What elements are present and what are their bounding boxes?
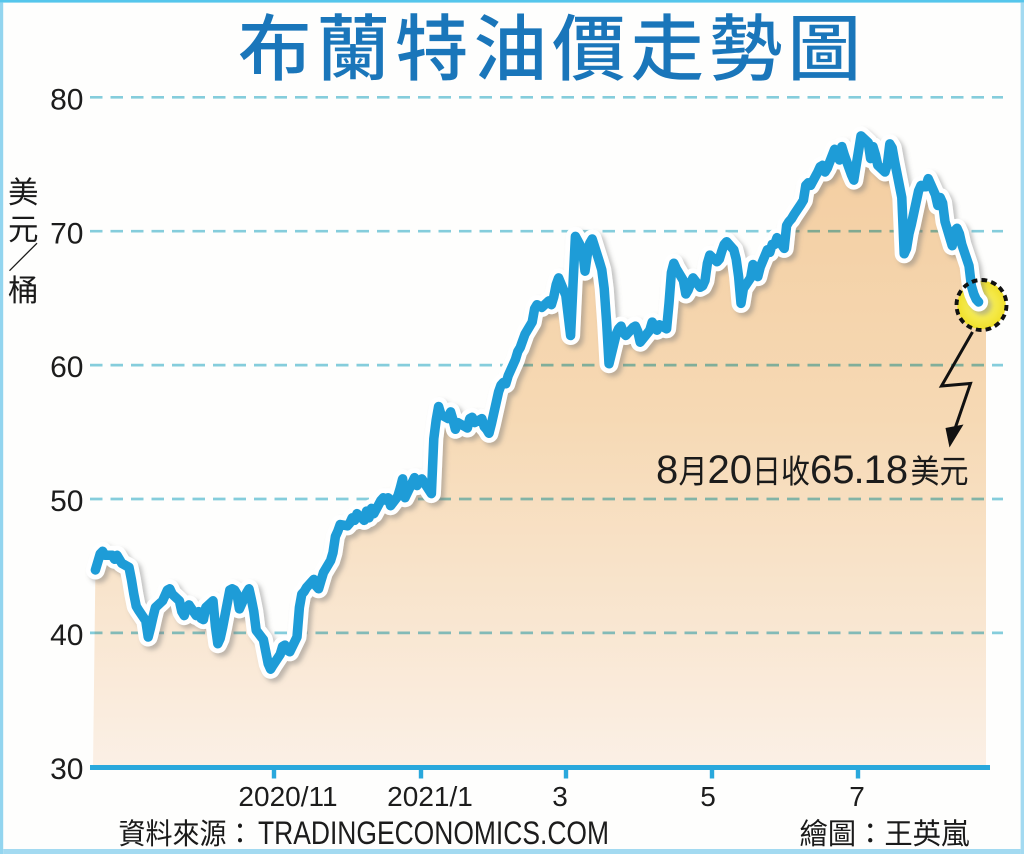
svg-text:2021/1: 2021/1 [387, 781, 473, 812]
svg-text:40: 40 [50, 619, 83, 652]
svg-text:20: 20 [708, 448, 753, 492]
svg-text:5: 5 [700, 781, 716, 812]
svg-text:3: 3 [552, 781, 568, 812]
svg-text:80: 80 [50, 83, 83, 116]
svg-text:TRADINGECONOMICS.COM: TRADINGECONOMICS.COM [258, 815, 609, 851]
svg-text:60: 60 [50, 351, 83, 384]
svg-text:8: 8 [656, 448, 678, 492]
svg-text:30: 30 [50, 753, 83, 786]
svg-text:65.18: 65.18 [810, 448, 908, 492]
svg-text:50: 50 [50, 485, 83, 518]
svg-text:70: 70 [50, 217, 83, 250]
svg-text:7: 7 [849, 781, 865, 812]
svg-text:2020/11: 2020/11 [238, 781, 337, 812]
